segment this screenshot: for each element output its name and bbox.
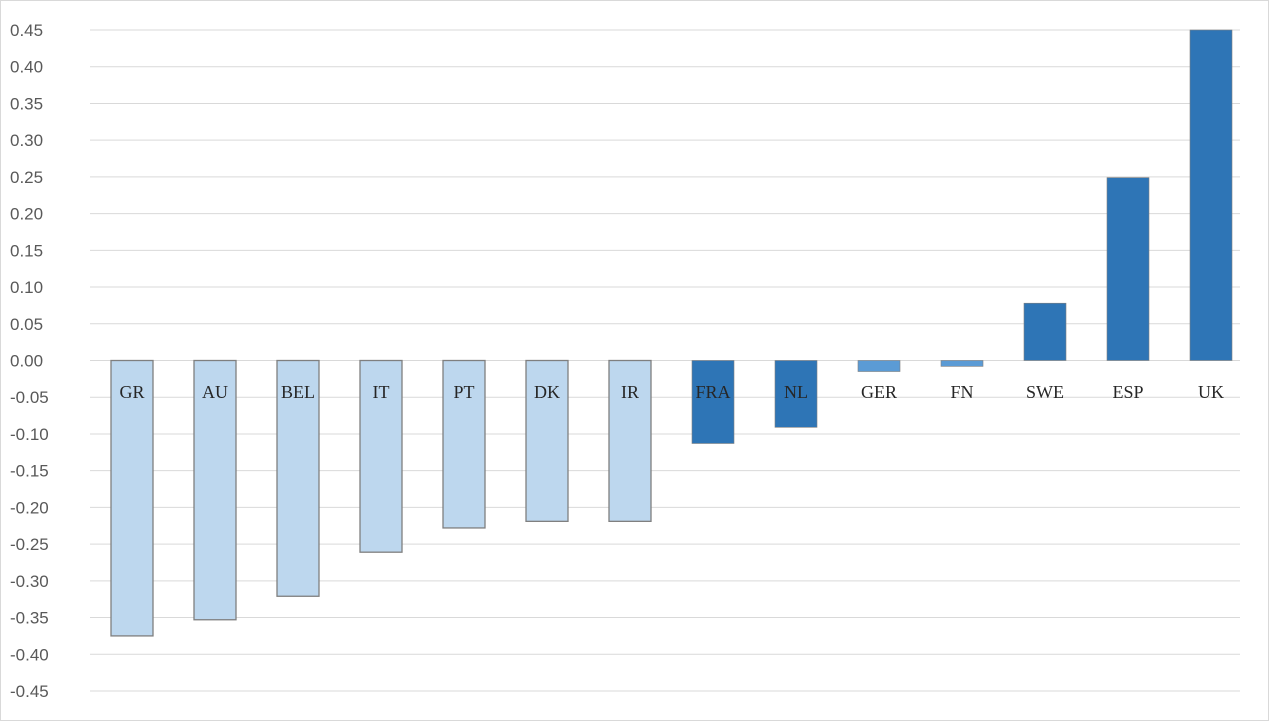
y-tick-label: 0.40 [10, 58, 43, 77]
category-label-au: AU [202, 382, 228, 402]
y-tick-label: -0.25 [10, 535, 49, 554]
y-tick-label: 0.20 [10, 205, 43, 224]
y-tick-label: -0.05 [10, 388, 49, 407]
bar-uk [1189, 29, 1233, 361]
bar-esp [1106, 177, 1150, 361]
bar-gr [110, 359, 154, 637]
y-tick-label: 0.15 [10, 241, 43, 260]
category-label-it: IT [373, 382, 390, 402]
bar-fra [691, 360, 735, 444]
bar-swe [1023, 302, 1067, 361]
y-tick-label: -0.40 [10, 645, 49, 664]
y-tick-label: -0.10 [10, 425, 49, 444]
bar-bel [276, 359, 320, 597]
bar-pt [442, 359, 486, 529]
y-axis: 0.45 0.40 0.35 0.30 0.25 0.20 0.15 0.10 0.05 0.00… [10, 21, 49, 701]
category-label-pt: PT [453, 382, 474, 402]
gridlines [90, 29, 1240, 692]
category-label-dk: DK [534, 382, 560, 402]
category-label-esp: ESP [1112, 382, 1143, 402]
bar-au [193, 359, 237, 621]
y-tick-label: -0.35 [10, 609, 49, 628]
bar-ger [857, 360, 901, 372]
bar-nl [774, 360, 818, 428]
category-label-fn: FN [950, 382, 973, 402]
category-labels: GR AU BEL IT PT DK IR FRA NL GER FN SWE ESP UK [119, 382, 1224, 402]
y-tick-label: -0.45 [10, 682, 49, 701]
y-tick-label: 0.30 [10, 131, 43, 150]
y-tick-label: 0.45 [10, 21, 43, 40]
category-label-swe: SWE [1026, 382, 1064, 402]
category-label-fra: FRA [695, 382, 730, 402]
y-tick-label: 0.25 [10, 168, 43, 187]
y-tick-label: -0.30 [10, 572, 49, 591]
category-label-uk: UK [1198, 382, 1224, 402]
y-tick-label: 0.35 [10, 94, 43, 113]
bars [110, 29, 1233, 637]
category-label-ger: GER [861, 382, 897, 402]
bar-it [359, 359, 403, 553]
y-tick-label: -0.20 [10, 498, 49, 517]
y-tick-label: 0.10 [10, 278, 43, 297]
bar-ir [608, 359, 652, 522]
y-tick-label: 0.05 [10, 315, 43, 334]
category-label-gr: GR [119, 382, 144, 402]
category-label-nl: NL [784, 382, 808, 402]
y-tick-label: 0.00 [10, 352, 43, 371]
category-label-bel: BEL [281, 382, 315, 402]
y-tick-label: -0.15 [10, 462, 49, 481]
bar-dk [525, 359, 569, 522]
bar-fn [940, 360, 984, 367]
category-label-ir: IR [621, 382, 639, 402]
